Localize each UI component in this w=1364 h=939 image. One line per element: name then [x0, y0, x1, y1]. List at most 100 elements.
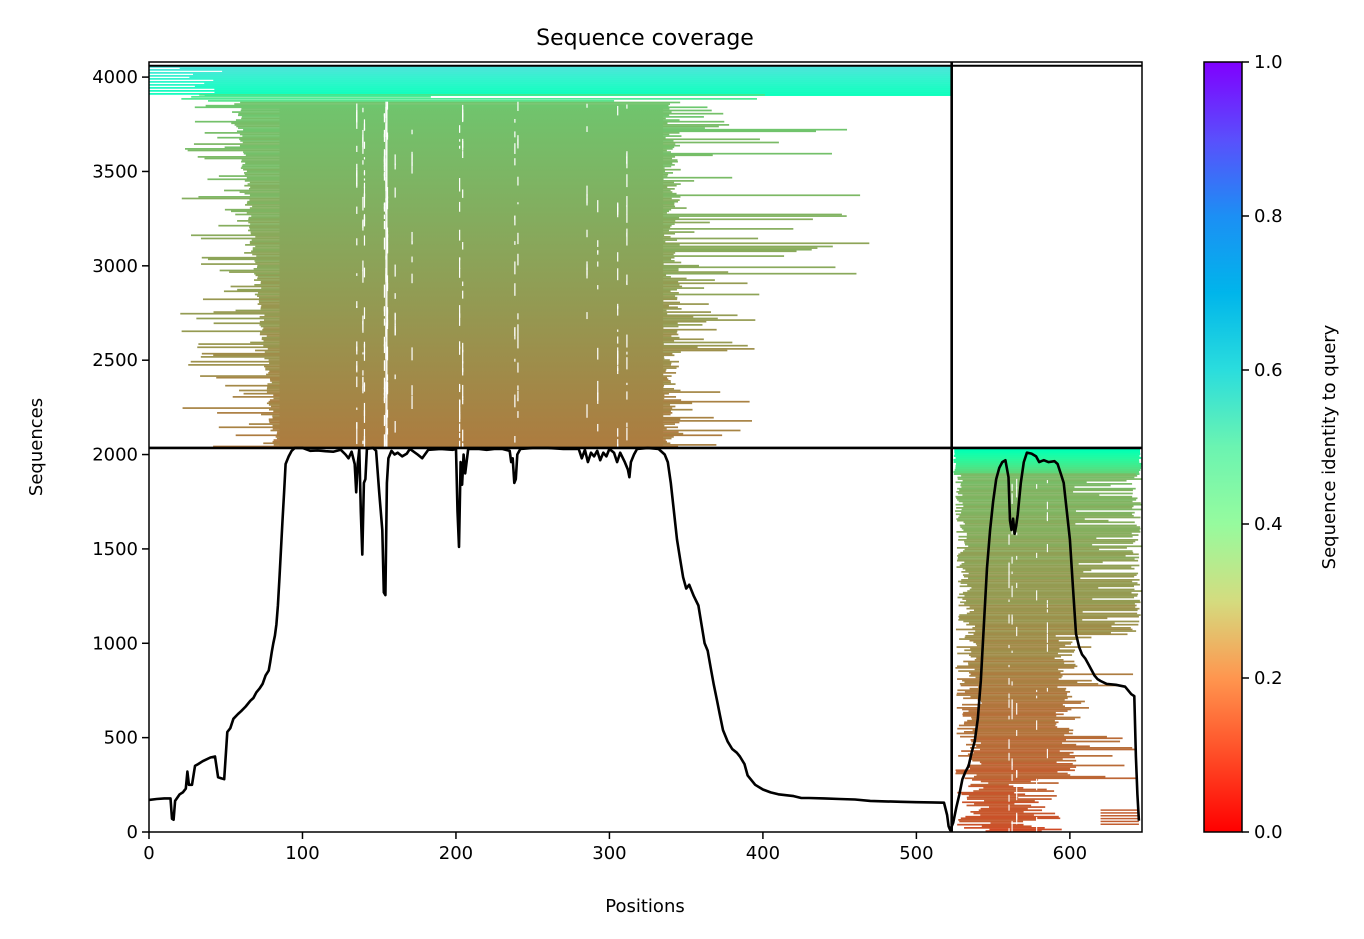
heat-row [966, 623, 1139, 626]
heat-gap [1036, 689, 1038, 693]
heat-row [958, 535, 1133, 538]
heat-row [956, 732, 1073, 735]
heat-gap [383, 414, 386, 426]
heat-row [961, 486, 1075, 488]
heat-gap [462, 242, 464, 250]
heat-gap [1046, 603, 1048, 608]
heat-gap [149, 94, 205, 96]
heatmap-layer [149, 65, 1142, 832]
heat-gap [514, 143, 516, 154]
heat-gap [1011, 495, 1013, 504]
heat-row [966, 534, 1139, 536]
heat-row [149, 77, 952, 80]
heat-row [980, 780, 1031, 783]
heat-gap [362, 260, 364, 267]
heat-gap [356, 447, 358, 462]
heat-gap [514, 283, 516, 293]
heat-gap [617, 443, 619, 457]
heat-row [966, 532, 1132, 535]
heat-gap [383, 434, 386, 448]
heat-gap [462, 109, 464, 121]
colorbar-label: Sequence identity to query [1319, 324, 1340, 569]
heat-row [955, 464, 1142, 467]
heat-gap [617, 365, 619, 375]
heat-gap [1008, 828, 1010, 832]
heat-gap [1046, 633, 1048, 643]
heat-gap [459, 413, 461, 423]
heat-gap [363, 178, 366, 181]
heat-gap [362, 137, 364, 149]
heat-gap [362, 315, 364, 325]
heat-gap [1008, 754, 1010, 761]
heat-row [957, 492, 1133, 495]
heat-gap [362, 386, 364, 394]
heat-row [965, 569, 1092, 572]
heat-row [959, 820, 1024, 823]
heat-gap [462, 151, 464, 159]
heat-row [960, 735, 1107, 738]
y-axis: 0 500 1000 1500 2000 2500 3000 3500 4000 [92, 67, 149, 843]
plot-frame [148, 61, 1143, 833]
heat-gap [1008, 804, 1010, 811]
heat-gap [517, 313, 519, 320]
heat-row [955, 667, 1075, 669]
heat-row [971, 587, 1099, 589]
heat-gap [459, 341, 461, 349]
colorbar [1203, 61, 1243, 833]
heat-gap [363, 410, 366, 423]
heat-row [964, 540, 1136, 543]
heat-gap [514, 436, 516, 443]
heat-row [980, 814, 1034, 816]
heat-gap [1016, 770, 1018, 774]
heat-row [957, 519, 1109, 522]
heat-row [976, 745, 1090, 748]
colorbar-ticks: 0.0 0.2 0.4 0.6 0.8 1.0 [1242, 52, 1283, 843]
heat-gap [462, 189, 464, 198]
heat-gap [1036, 778, 1038, 791]
heat-gap [459, 139, 461, 142]
heat-gap [356, 422, 358, 432]
heat-row [970, 739, 1066, 741]
heat-gap [597, 240, 599, 247]
heat-row [205, 104, 669, 107]
colorbar-tick-label: 1.0 [1254, 52, 1283, 73]
heat-gap [514, 131, 516, 138]
y-tick-label: 3000 [92, 256, 138, 277]
heat-row [960, 526, 1141, 528]
heat-row [958, 516, 1141, 519]
heat-gap [1046, 748, 1048, 759]
heat-gap [1008, 678, 1010, 685]
heat-gap [1011, 650, 1013, 653]
heat-gap [586, 261, 588, 270]
heat-gap [1011, 571, 1013, 575]
heat-row [964, 523, 1076, 525]
heat-gap [394, 421, 396, 433]
heat-gap [459, 440, 461, 452]
heat-row [958, 619, 1083, 621]
heat-gap [517, 398, 519, 401]
heat-row [972, 759, 1077, 762]
heat-row [958, 615, 1139, 618]
heat-row [969, 687, 1067, 690]
heat-gap [517, 139, 519, 146]
heat-gap [586, 103, 588, 108]
heat-row [962, 801, 1039, 804]
heat-row [956, 566, 1132, 568]
heat-gap [514, 215, 516, 226]
heat-row [959, 489, 1133, 492]
heat-row [959, 614, 1141, 616]
heat-row [960, 817, 1061, 820]
heat-row [963, 529, 1140, 532]
heat-gap [1011, 485, 1013, 491]
heat-row [972, 729, 1074, 732]
heat-row [959, 593, 1139, 596]
heat-row [957, 596, 1135, 599]
heat-gap [356, 361, 358, 372]
heat-row [956, 507, 1133, 509]
heat-row [972, 779, 1039, 781]
heat-gap [362, 221, 364, 228]
heat-gap [411, 256, 413, 263]
heat-gap [356, 346, 358, 352]
heat-gap [383, 164, 386, 170]
heat-gap [363, 216, 366, 227]
